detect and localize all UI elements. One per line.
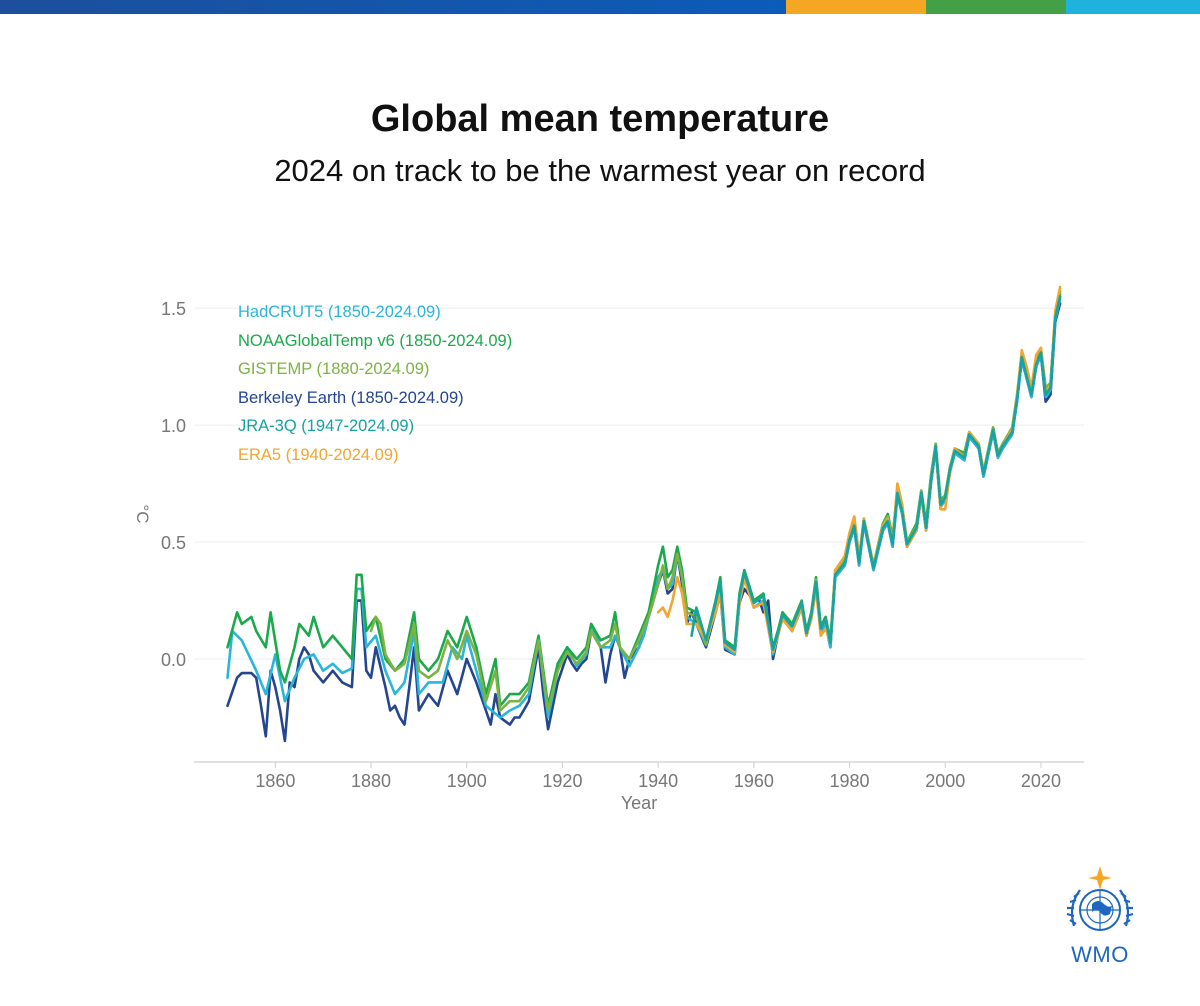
top-bar-orange-segment — [786, 0, 926, 14]
x-tick-label: 2020 — [1021, 771, 1061, 791]
x-tick-label: 1980 — [830, 771, 870, 791]
wmo-logo-text: WMO — [1071, 942, 1129, 967]
chart-legend: HadCRUT5 (1850-2024.09) NOAAGlobalTemp v6… — [238, 298, 512, 469]
legend-item-era5: ERA5 (1940-2024.09) — [238, 445, 399, 464]
series-line-era5 — [656, 285, 1062, 654]
y-tick-label: 0.0 — [161, 650, 186, 670]
top-bar-green-segment — [926, 0, 1066, 14]
wmo-logo-icon — [1066, 866, 1134, 931]
top-color-bar — [0, 0, 1200, 14]
top-bar-cyan-segment — [1066, 0, 1200, 14]
x-tick-label: 1860 — [255, 771, 295, 791]
chart-subtitle: 2024 on track to be the warmest year on … — [274, 153, 926, 188]
top-bar-blue-segment — [0, 0, 786, 14]
x-tick-label: 1880 — [351, 771, 391, 791]
y-tick-label: 1.0 — [161, 416, 186, 436]
series-line-jra3q — [690, 295, 1062, 651]
legend-item-hadcrut5: HadCRUT5 (1850-2024.09) — [238, 303, 441, 321]
x-tick-label: 1900 — [447, 771, 487, 791]
x-tick-label: 1920 — [542, 771, 582, 791]
chart-title: Global mean temperature — [370, 98, 830, 140]
x-tick-label: 1940 — [638, 771, 678, 791]
y-tick-label: 0.5 — [161, 533, 186, 553]
x-axis-label: Year — [621, 793, 657, 813]
x-tick-label: 1960 — [734, 771, 774, 791]
legend-item-gistemp: GISTEMP (1880-2024.09) — [238, 360, 430, 378]
x-tick-label: 2000 — [925, 771, 965, 791]
legend-item-noaaglobaltemp: NOAAGlobalTemp v6 (1850-2024.09) — [238, 331, 513, 350]
y-tick-label: 1.5 — [161, 299, 186, 319]
legend-item-jra3q: JRA-3Q (1947-2024.09) — [238, 417, 415, 435]
y-axis-label: °C — [133, 504, 152, 523]
legend-item-berkeley: Berkeley Earth (1850-2024.09) — [238, 388, 464, 407]
